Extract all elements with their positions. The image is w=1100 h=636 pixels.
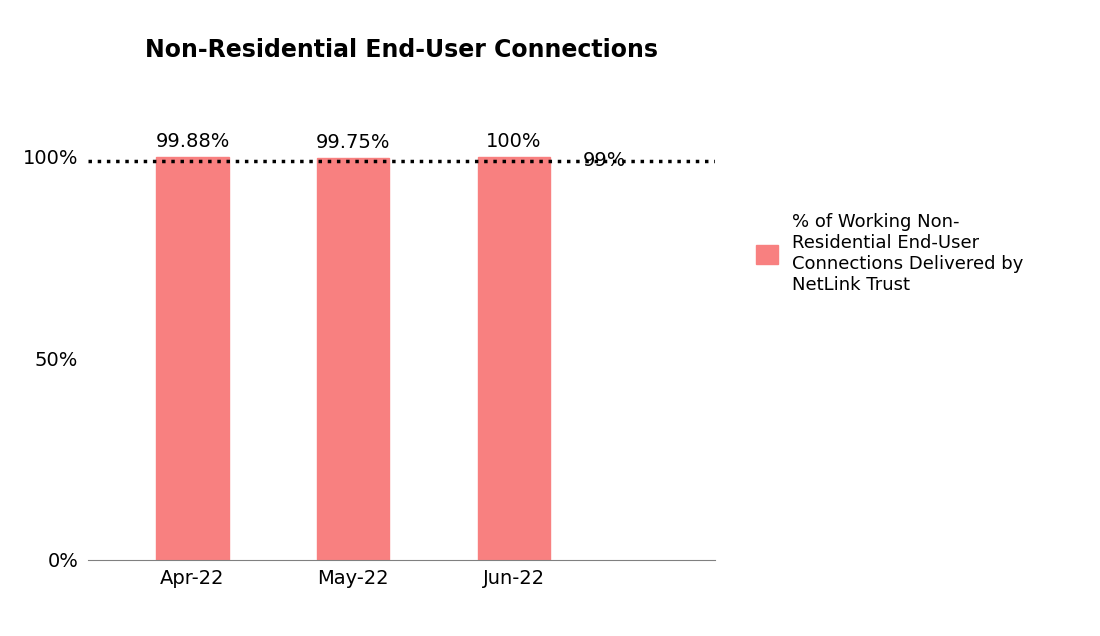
Bar (477, 157, 550, 560)
Bar (317, 158, 389, 560)
Text: 99%: 99% (582, 151, 626, 170)
Text: 100%: 100% (486, 132, 542, 151)
Bar (156, 157, 229, 560)
Legend: % of Working Non-
Residential End-User
Connections Delivered by
NetLink Trust: % of Working Non- Residential End-User C… (749, 206, 1031, 301)
Text: 99.75%: 99.75% (316, 133, 390, 152)
Title: Non-Residential End-User Connections: Non-Residential End-User Connections (145, 38, 658, 62)
Text: 99.88%: 99.88% (155, 132, 230, 151)
